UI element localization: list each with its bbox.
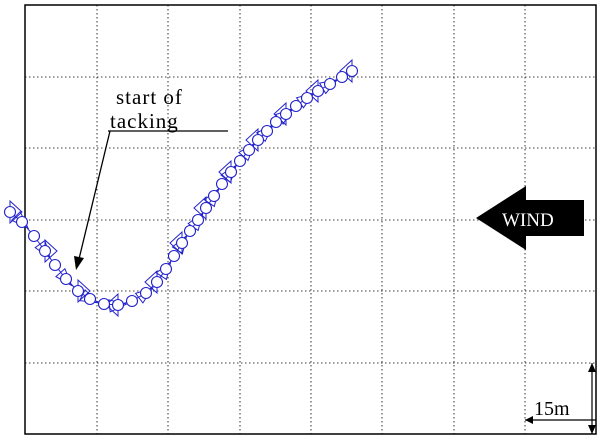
position-marker xyxy=(159,262,173,276)
annotation-pointer-line xyxy=(78,130,111,260)
position-marker xyxy=(260,124,274,138)
position-marker xyxy=(15,215,29,229)
position-marker xyxy=(323,77,337,91)
trajectory-path xyxy=(9,70,353,306)
annotation-line2: tacking xyxy=(110,109,179,133)
wind-arrow-icon xyxy=(476,186,584,250)
position-marker xyxy=(191,213,205,227)
position-marker xyxy=(59,272,73,286)
position-marker xyxy=(335,70,349,84)
position-marker xyxy=(251,133,265,147)
boat-trajectory xyxy=(3,58,359,318)
grid-lines xyxy=(25,5,596,434)
position-marker xyxy=(125,294,139,308)
position-marker xyxy=(224,165,238,179)
position-marker xyxy=(48,258,62,272)
position-marker xyxy=(233,154,247,168)
position-marker xyxy=(3,205,17,219)
annotation-arrowhead xyxy=(74,256,84,270)
position-marker xyxy=(71,284,85,298)
scale-label: 15m xyxy=(534,398,570,420)
wind-label: WIND xyxy=(502,210,554,231)
position-marker xyxy=(27,229,41,243)
position-marker xyxy=(38,244,52,258)
annotation-line1: start of xyxy=(116,85,183,109)
scale-bar: 15m xyxy=(525,363,596,434)
position-marker xyxy=(83,292,97,306)
position-marker xyxy=(175,236,189,250)
position-marker xyxy=(199,201,213,215)
scale-left-arrowhead xyxy=(525,416,533,424)
position-marker xyxy=(139,286,153,300)
position-marker xyxy=(111,298,125,312)
position-marker xyxy=(150,275,164,289)
position-marker xyxy=(215,177,229,191)
position-marker xyxy=(242,143,256,157)
position-marker xyxy=(289,99,303,113)
tacking-annotation: start of tacking xyxy=(74,85,228,270)
position-marker xyxy=(207,189,221,203)
position-marker xyxy=(167,249,181,263)
scale-up-arrowhead xyxy=(588,363,596,372)
position-marker xyxy=(311,84,325,98)
position-marker xyxy=(269,115,283,129)
position-marker xyxy=(97,297,111,311)
position-marker xyxy=(183,224,197,238)
wind-indicator: WIND xyxy=(476,186,584,250)
position-marker xyxy=(279,107,293,121)
position-marker xyxy=(345,64,359,78)
scale-down-arrowhead xyxy=(588,425,596,434)
position-marker xyxy=(300,91,314,105)
